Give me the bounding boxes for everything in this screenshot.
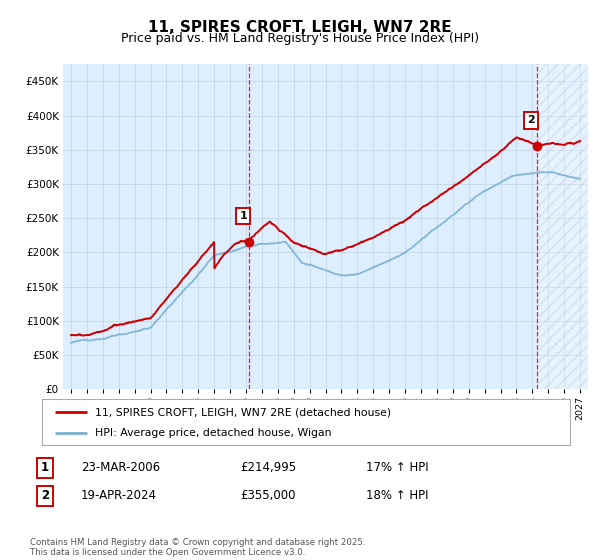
Text: 11, SPIRES CROFT, LEIGH, WN7 2RE: 11, SPIRES CROFT, LEIGH, WN7 2RE	[148, 20, 452, 35]
Text: 1: 1	[239, 211, 247, 221]
Text: Contains HM Land Registry data © Crown copyright and database right 2025.
This d: Contains HM Land Registry data © Crown c…	[30, 538, 365, 557]
Text: Price paid vs. HM Land Registry's House Price Index (HPI): Price paid vs. HM Land Registry's House …	[121, 32, 479, 45]
Text: £355,000: £355,000	[240, 489, 296, 502]
Text: 23-MAR-2006: 23-MAR-2006	[81, 461, 160, 474]
Text: £214,995: £214,995	[240, 461, 296, 474]
Text: 1: 1	[41, 461, 49, 474]
Text: HPI: Average price, detached house, Wigan: HPI: Average price, detached house, Wiga…	[95, 428, 331, 438]
Text: 2: 2	[41, 489, 49, 502]
Text: 18% ↑ HPI: 18% ↑ HPI	[366, 489, 428, 502]
Bar	[537, 64, 588, 389]
Text: 2: 2	[527, 115, 535, 125]
Text: 11, SPIRES CROFT, LEIGH, WN7 2RE (detached house): 11, SPIRES CROFT, LEIGH, WN7 2RE (detach…	[95, 407, 391, 417]
Text: 17% ↑ HPI: 17% ↑ HPI	[366, 461, 428, 474]
Text: 19-APR-2024: 19-APR-2024	[81, 489, 157, 502]
